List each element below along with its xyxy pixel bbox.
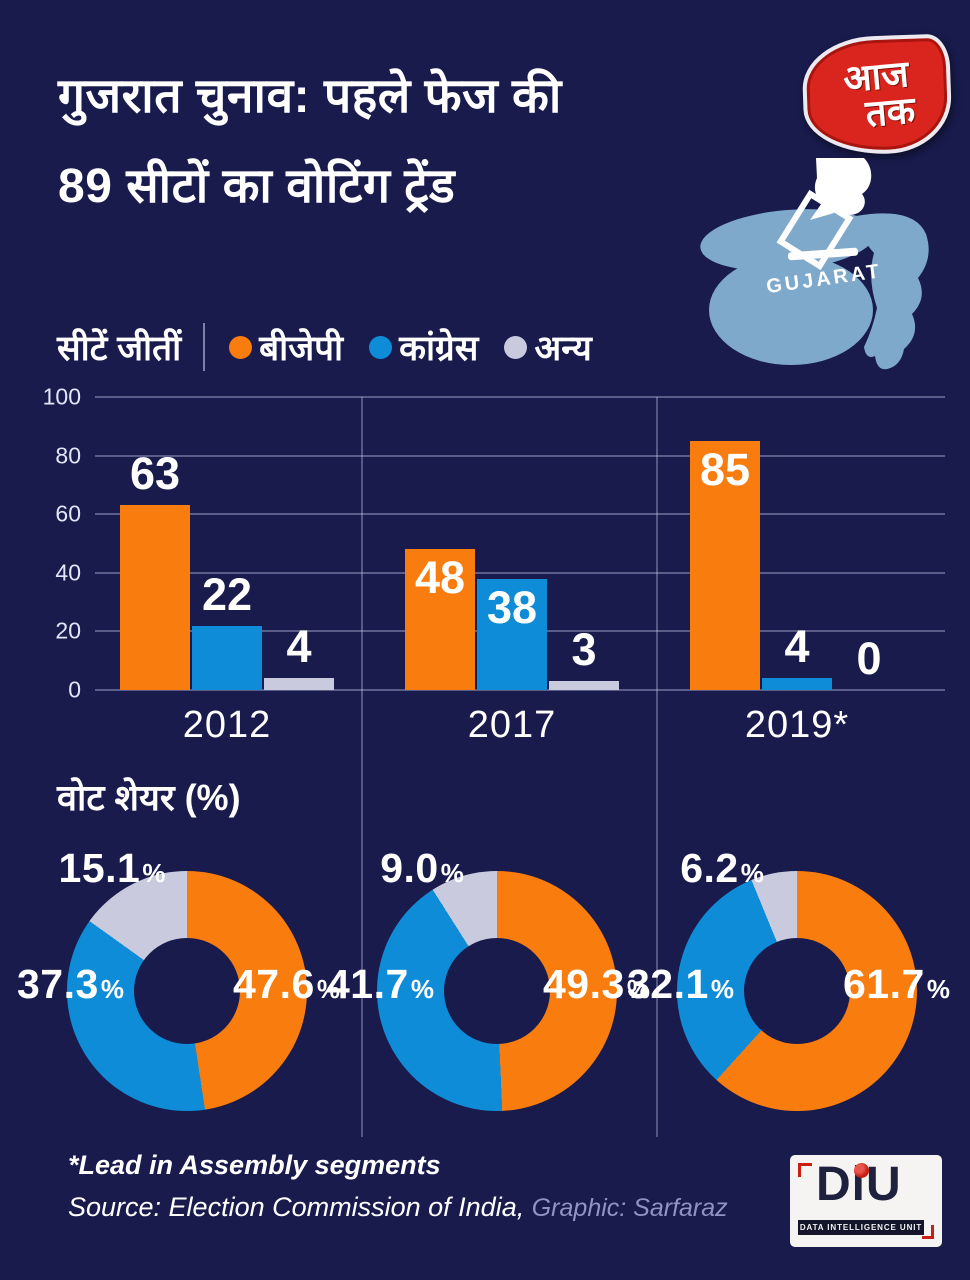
bar-value-label: 48 <box>414 552 466 603</box>
gridline-0 <box>95 689 945 691</box>
diu-corner-bracket-icon <box>922 1225 934 1239</box>
bar-value-label: 38 <box>486 582 538 633</box>
bar-अन्य-2017 <box>549 681 619 690</box>
legend-label-congress: कांग्रेस <box>399 328 479 368</box>
gujarat-map: GUJARAT <box>688 158 966 382</box>
x-axis-label-2017: 2017 <box>467 704 557 746</box>
gridline-80 <box>95 454 945 457</box>
share-value: 61.7 <box>843 961 925 1007</box>
column-divider-2 <box>656 397 658 1137</box>
legend-label-bjp: बीजेपी <box>259 328 344 368</box>
gridline-40 <box>95 571 945 574</box>
donut-cell-2017: 49.3% 41.7% 9.0% <box>327 845 650 1111</box>
percent-sign: % <box>316 974 340 1004</box>
bar-बीजेपी-2019* <box>690 441 760 690</box>
bar-बीजेपी-2017 <box>405 549 475 690</box>
x-axis-label-2012: 2012 <box>182 704 272 746</box>
page-title-line2: 89 सीटों का वोटिंग ट्रेंड <box>58 160 456 213</box>
bar-value-label: 85 <box>699 444 751 495</box>
legend-item-congress: कांग्रेस <box>369 324 478 371</box>
gridline-100 <box>95 396 945 398</box>
donut-hole <box>444 938 550 1044</box>
aajtak-logo: आज तक <box>800 33 954 157</box>
legend-item-bjp: बीजेपी <box>229 324 343 371</box>
diu-tagline: DATA INTELLIGENCE UNIT <box>798 1220 924 1235</box>
bjp-color-dot-icon <box>229 335 253 359</box>
y-axis-tick-100: 100 <box>42 383 81 410</box>
vote-share-heading: वोट शेयर (%) <box>57 777 241 818</box>
share-value: 37.3 <box>17 961 99 1007</box>
bar-value-label: 63 <box>129 448 181 499</box>
share-label-2017-कांग्रेस: 41.7% <box>327 961 434 1008</box>
bar-value-label: 4 <box>286 621 312 672</box>
diu-corner-bracket-icon <box>798 1163 812 1177</box>
donut-hole <box>134 938 240 1044</box>
percent-sign: % <box>626 974 650 1004</box>
y-axis-tick-60: 60 <box>55 500 81 527</box>
ballot-paper-icon <box>776 189 854 271</box>
others-color-dot-icon <box>504 335 528 359</box>
page-title: गुजरात चुनाव: पहले फेज की 89 सीटों का वो… <box>58 52 562 232</box>
share-value: 47.6 <box>233 961 315 1007</box>
share-label-2017-अन्य: 9.0% <box>332 845 512 892</box>
page-title-line1: गुजरात चुनाव: पहले फेज की <box>58 70 562 123</box>
donut-hole <box>744 938 850 1044</box>
share-label-2012-बीजेपी: 47.6% <box>233 961 340 1008</box>
share-label-2019-अन्य: 6.2% <box>632 845 812 892</box>
share-value: 49.3 <box>543 961 625 1007</box>
gujarat-map-graphic: GUJARAT <box>700 158 929 370</box>
bar-बीजेपी-2012 <box>120 505 190 690</box>
legend-label-others: अन्य <box>534 328 592 368</box>
donut-cell-2019: 61.7% 32.1% 6.2% <box>627 845 950 1111</box>
share-label-2012-कांग्रेस: 37.3% <box>17 961 124 1008</box>
footnote: *Lead in Assembly segments <box>68 1150 441 1180</box>
share-label-2019-बीजेपी: 61.7% <box>843 961 950 1008</box>
share-label-2017-बीजेपी: 49.3% <box>543 961 650 1008</box>
donut-cell-2012: 47.6% 37.3% 15.1% <box>17 845 340 1111</box>
y-axis-tick-20: 20 <box>55 617 81 644</box>
graphic-credit: Graphic: Sarfaraz <box>531 1194 728 1222</box>
share-label-2012-अन्य: 15.1% <box>22 845 202 892</box>
percent-sign: % <box>410 974 434 1004</box>
share-value: 15.1 <box>58 845 141 891</box>
diu-red-dot-icon <box>854 1163 869 1178</box>
gridline-60 <box>95 513 945 516</box>
share-value: 9.0 <box>380 845 439 891</box>
legend-item-others: अन्य <box>504 324 592 371</box>
diu-logo: DiU DATA INTELLIGENCE UNIT <box>790 1155 942 1247</box>
legend-title: सीटें जीतीं <box>57 328 182 368</box>
bar-value-label: 0 <box>856 633 882 684</box>
bar-value-label: 22 <box>201 569 253 620</box>
percent-sign: % <box>926 974 950 1004</box>
legend-divider <box>203 323 206 371</box>
percent-sign: % <box>740 858 764 888</box>
percent-sign: % <box>440 858 464 888</box>
bar-अन्य-2012 <box>264 678 334 690</box>
x-axis-label-2019*: 2019* <box>744 704 850 746</box>
y-axis-tick-0: 0 <box>68 676 81 703</box>
y-axis-tick-80: 80 <box>55 442 81 469</box>
column-divider-1 <box>361 397 363 1137</box>
bar-value-label: 4 <box>784 621 810 672</box>
share-value: 41.7 <box>327 961 409 1007</box>
source-text: Source: Election Commission of India, <box>68 1192 525 1222</box>
aajtak-logo-text-2: तक <box>864 89 918 135</box>
share-label-2019-कांग्रेस: 32.1% <box>627 961 734 1008</box>
share-value: 6.2 <box>680 845 739 891</box>
bar-कांग्रेस-2012 <box>192 626 262 690</box>
bar-chart-plot: 0 20 40 60 80 100 63 22 4 2012 48 38 3 2017 85 4 0 2019* <box>43 384 945 746</box>
share-value: 32.1 <box>627 961 709 1007</box>
y-axis-tick-40: 40 <box>55 559 81 586</box>
bar-कांग्रेस-2017 <box>477 579 547 690</box>
bar-value-label: 3 <box>571 624 597 675</box>
bar-कांग्रेस-2019* <box>762 678 832 690</box>
percent-sign: % <box>710 974 734 1004</box>
percent-sign: % <box>100 974 124 1004</box>
legend: सीटें जीतीं बीजेपी कांग्रेस अन्य <box>57 323 618 371</box>
congress-color-dot-icon <box>369 335 393 359</box>
source-line: Source: Election Commission of India, Gr… <box>68 1192 728 1223</box>
percent-sign: % <box>142 858 166 888</box>
